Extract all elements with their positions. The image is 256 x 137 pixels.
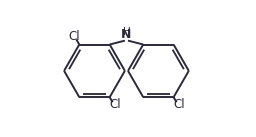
- Text: Cl: Cl: [68, 30, 80, 43]
- Text: H: H: [123, 27, 130, 37]
- Text: N: N: [121, 28, 132, 41]
- Text: Cl: Cl: [109, 98, 121, 111]
- Text: Cl: Cl: [173, 98, 185, 111]
